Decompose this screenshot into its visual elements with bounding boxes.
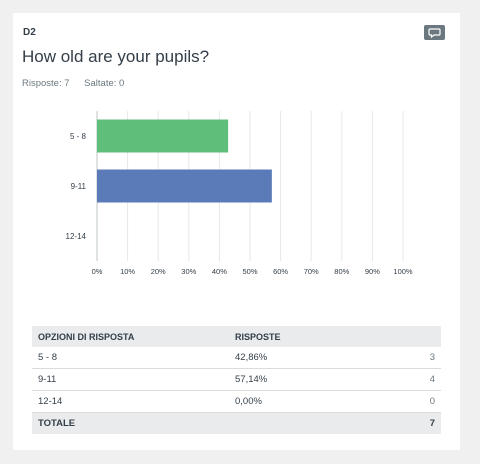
x-tick-label: 40%	[212, 267, 227, 276]
total-spacer	[229, 412, 369, 434]
table-header-row: OPZIONI DI RISPOSTA RISPOSTE	[32, 326, 441, 347]
question-id: D2	[23, 27, 36, 38]
skipped-count: Saltate: 0	[84, 78, 125, 89]
x-tick-label: 0%	[92, 267, 103, 276]
bar	[97, 169, 272, 203]
row-percent: 42,86%	[229, 347, 369, 369]
category-label: 9-11	[71, 182, 87, 191]
bar	[97, 119, 229, 153]
row-percent: 57,14%	[229, 368, 369, 391]
table-row: 5 - 8 42,86% 3	[32, 347, 441, 369]
category-label: 12-14	[66, 232, 87, 241]
header-responses: RISPOSTE	[229, 326, 369, 347]
row-option: 12-14	[32, 390, 229, 413]
total-row: TOTALE 7	[32, 412, 441, 434]
x-tick-label: 50%	[242, 267, 257, 276]
table-row: 12-14 0,00% 0	[32, 390, 441, 413]
total-label: TOTALE	[32, 412, 229, 434]
x-tick-label: 60%	[273, 267, 288, 276]
comment-icon	[428, 27, 441, 38]
row-option: 5 - 8	[32, 347, 229, 369]
total-value: 7	[369, 412, 441, 434]
bar-chart: 0% 10% 20% 30% 40% 50% 60% 70% 80% 90% 100% 5 - 8 9-…	[66, 111, 413, 276]
table-row: 9-11 57,14% 4	[32, 368, 441, 391]
row-percent: 0,00%	[229, 390, 369, 413]
x-tick-label: 80%	[334, 267, 349, 276]
results-table: OPZIONI DI RISPOSTA RISPOSTE 5 - 8 42,86…	[32, 326, 441, 434]
x-tick-label: 10%	[120, 267, 135, 276]
x-tick-label: 100%	[393, 267, 413, 276]
answered-count: Risposte: 7	[22, 78, 70, 89]
row-count: 3	[369, 347, 441, 369]
x-tick-label: 30%	[181, 267, 196, 276]
question-title: How old are your pupils?	[22, 47, 210, 66]
question-card: D2 How old are your pupils? Risposte: 7 …	[13, 13, 460, 450]
x-tick-label: 20%	[151, 267, 166, 276]
response-stats: Risposte: 7 Saltate: 0	[22, 78, 136, 89]
comment-button[interactable]	[424, 25, 445, 40]
category-label: 5 - 8	[70, 132, 87, 141]
x-tick-label: 70%	[304, 267, 319, 276]
row-count: 4	[369, 368, 441, 391]
x-tick-label: 90%	[365, 267, 380, 276]
row-count: 0	[369, 390, 441, 413]
header-count	[369, 326, 441, 347]
row-option: 9-11	[32, 368, 229, 391]
header-options: OPZIONI DI RISPOSTA	[32, 326, 229, 347]
